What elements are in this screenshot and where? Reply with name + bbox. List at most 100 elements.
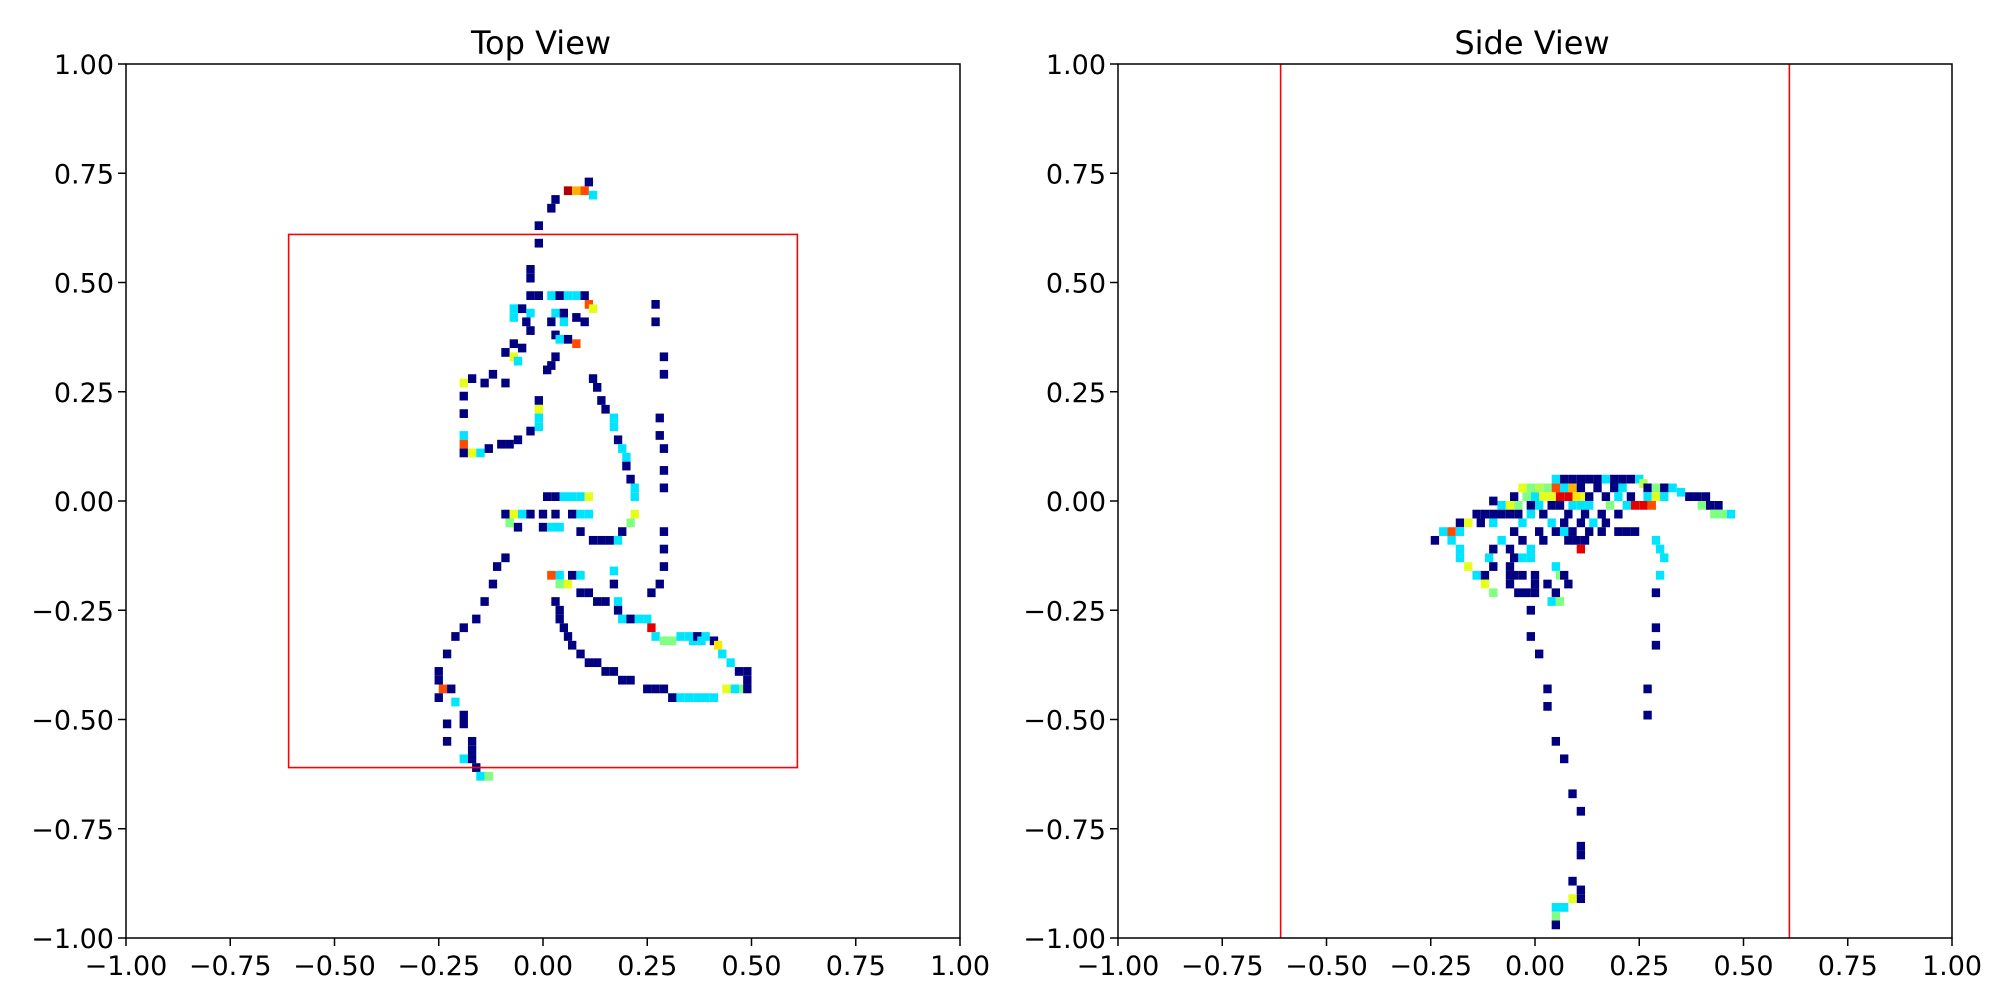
data-cell [1526,509,1535,519]
data-cell [1651,492,1661,501]
data-cell [551,308,560,318]
data-cell [526,291,535,300]
data-cell [1447,535,1456,545]
data-cells [434,177,752,781]
data-cell [1489,509,1498,519]
data-cell [1614,527,1623,536]
data-cell [651,632,660,641]
data-cell [1622,501,1631,510]
data-cell [1651,588,1661,598]
data-cell [497,439,506,449]
x-tick-label: −0.75 [1181,951,1264,982]
data-cell [442,719,452,729]
data-cell [534,396,543,405]
data-cell [1526,553,1535,563]
data-cell [1610,474,1619,484]
data-cell [547,317,556,327]
data-cell [613,435,623,445]
data-cell [1601,518,1611,528]
data-cell [555,614,564,624]
data-cell [459,431,468,440]
data-cell [1489,562,1498,571]
data-cell [1585,501,1594,510]
data-cell [1551,474,1561,484]
data-cell [668,636,677,646]
data-cell [1576,850,1586,860]
data-cell [467,754,477,764]
data-cell [1568,483,1577,493]
data-cell [655,413,664,423]
data-cells [1430,474,1736,930]
y-tick-label: −0.25 [1023,596,1106,627]
data-cell [509,339,518,349]
data-cell [1564,509,1573,519]
data-cell [601,597,610,606]
data-cell [1555,597,1565,606]
data-cell [509,313,518,322]
data-cell [459,754,468,764]
data-cell [442,649,452,659]
data-cell [588,535,598,545]
data-cell [547,570,556,580]
data-cell [1585,527,1594,536]
data-cell [568,509,577,519]
data-cell [651,684,660,694]
data-cell [1643,483,1652,493]
data-cell [1518,570,1527,580]
data-cell [613,597,623,606]
data-cell [1576,483,1586,493]
data-cell [1626,474,1636,484]
data-cell [1618,474,1627,484]
data-cell [1564,492,1573,501]
data-cell [1568,876,1577,886]
data-cell [526,509,535,519]
data-cell [1547,518,1556,528]
data-cell [1693,492,1702,501]
data-cell [484,444,493,453]
data-cell [1530,492,1540,501]
data-cell [676,693,685,703]
data-cell [647,588,656,598]
data-cell [1560,527,1569,536]
data-cell [517,509,527,519]
data-cell [1580,535,1590,545]
data-cell [1697,501,1706,510]
y-tick-label: −0.75 [1023,815,1106,846]
data-cell [1576,474,1586,484]
data-cell [726,658,735,668]
data-cell [618,444,627,453]
data-cell [718,649,727,659]
data-cell [447,684,456,694]
x-tick-label: −0.25 [397,951,480,982]
y-tick-label: 0.75 [54,159,114,190]
data-cell [501,553,510,563]
data-cell [1560,754,1569,764]
data-cell [659,562,669,571]
data-cell [1585,474,1594,484]
data-cell [555,334,564,344]
data-cell [509,509,518,519]
data-cell [1614,492,1623,501]
data-cell [1568,789,1577,799]
y-tick-label: −0.25 [31,596,114,627]
data-cell [1643,684,1652,694]
data-cell [651,317,660,327]
data-cell [1476,518,1485,528]
data-cell [434,667,443,676]
data-cell [563,579,573,589]
data-cell [1651,623,1661,633]
data-cell [697,636,706,646]
data-cell [1522,492,1531,501]
data-cell [526,426,535,436]
data-cell [1526,544,1535,554]
data-cell [459,378,468,388]
data-cell [1568,527,1577,536]
data-cell [559,623,569,633]
data-cell [622,452,631,462]
y-tick-label: −1.00 [1023,924,1106,955]
data-cell [1560,483,1569,493]
data-cell [1509,492,1519,501]
data-cell [1618,483,1627,493]
data-cell [1668,483,1677,493]
x-tick-label: 0.25 [617,951,677,982]
